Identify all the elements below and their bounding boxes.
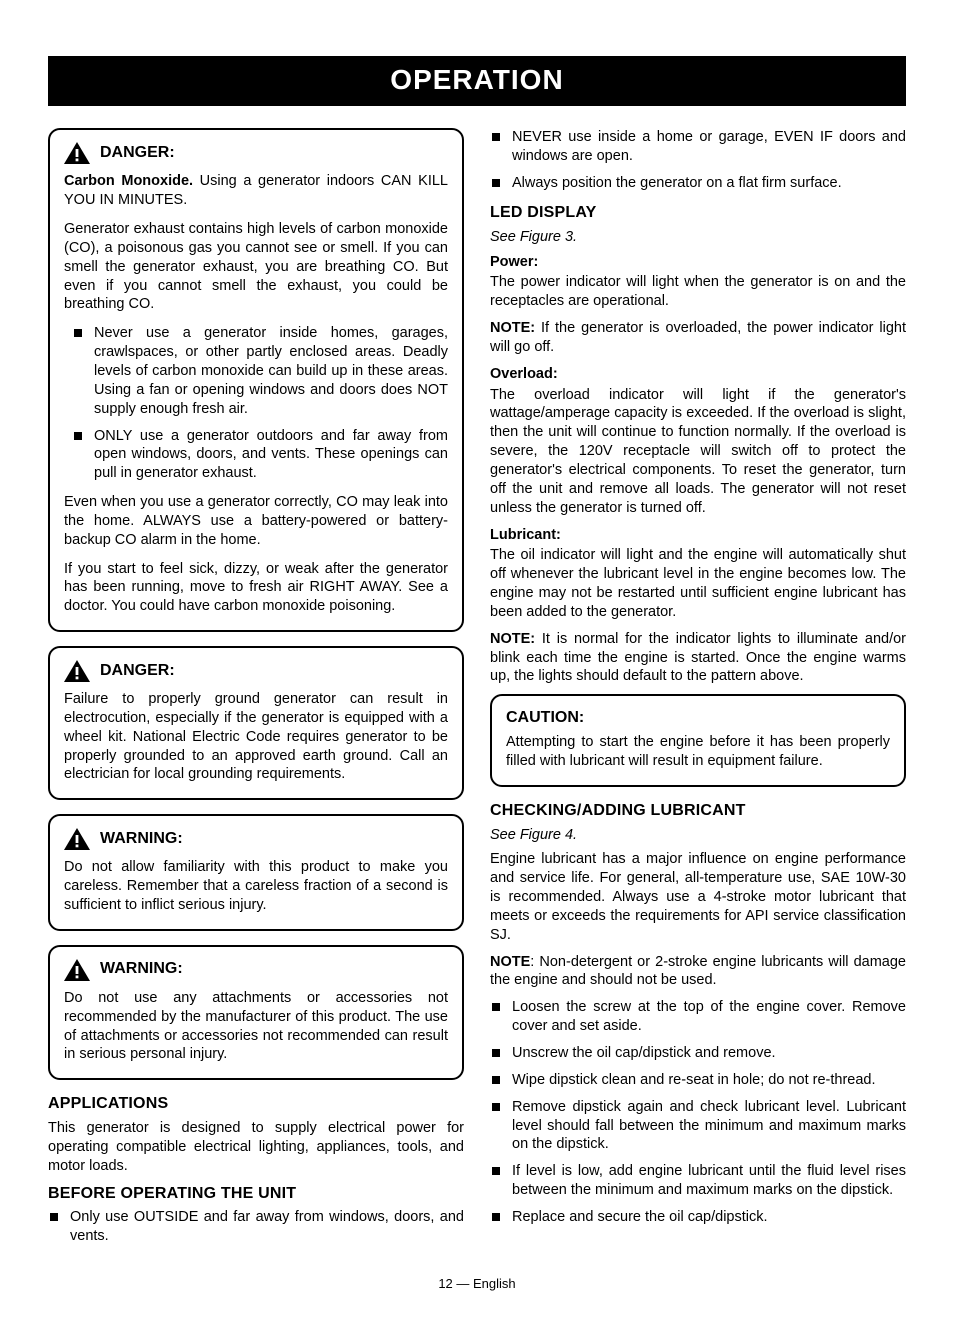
danger-co-intro: Carbon Monoxide. Using a generator indoo… <box>64 172 448 210</box>
danger-co-bullets: Never use a generator inside homes, gara… <box>64 324 448 483</box>
led-fig-ref: See Figure 3. <box>490 228 906 247</box>
warning1-title: WARNING: <box>100 829 183 850</box>
left-column: DANGER: Carbon Monoxide. Using a generat… <box>48 128 464 1256</box>
two-column-layout: DANGER: Carbon Monoxide. Using a generat… <box>48 128 906 1256</box>
danger-box-co: DANGER: Carbon Monoxide. Using a generat… <box>48 128 464 632</box>
applications-heading: APPLICATIONS <box>48 1094 464 1115</box>
checking-p1: Engine lubricant has a major influence o… <box>490 850 906 944</box>
warning2-title: WARNING: <box>100 959 183 980</box>
lubricant-p: The oil indicator will light and the eng… <box>490 546 906 621</box>
lubricant-label: Lubricant: <box>490 526 906 545</box>
overload-p: The overload indicator will light if the… <box>490 386 906 518</box>
applications-p1: This generator is designed to supply ele… <box>48 1119 464 1176</box>
danger-co-p3: If you start to feel sick, dizzy, or wea… <box>64 560 448 617</box>
alert-triangle-icon <box>64 660 90 682</box>
list-item: Replace and secure the oil cap/dipstick. <box>490 1208 906 1227</box>
list-item: NEVER use inside a home or garage, EVEN … <box>490 128 906 166</box>
caution-p1: Attempting to start the engine before it… <box>506 733 890 771</box>
warning2-p1: Do not use any attachments or accessorie… <box>64 989 448 1064</box>
list-item: Wipe dipstick clean and re-seat in hole;… <box>490 1071 906 1090</box>
right-column: NEVER use inside a home or garage, EVEN … <box>490 128 906 1256</box>
alert-triangle-icon <box>64 959 90 981</box>
list-item: Never use a generator inside homes, gara… <box>64 324 448 418</box>
checking-bullets: Loosen the screw at the top of the engin… <box>490 998 906 1226</box>
caution-title: CAUTION: <box>506 708 584 729</box>
before-bullets-cont: NEVER use inside a home or garage, EVEN … <box>490 128 906 193</box>
checking-note: NOTE: Non-detergent or 2-stroke engine l… <box>490 953 906 991</box>
caution-box: CAUTION: Attempting to start the engine … <box>490 694 906 786</box>
power-p: The power indicator will light when the … <box>490 273 906 311</box>
alert-triangle-icon <box>64 142 90 164</box>
danger-co-title: DANGER: <box>100 143 175 164</box>
led-note2: NOTE: It is normal for the indicator lig… <box>490 630 906 687</box>
page-banner: OPERATION <box>48 56 906 106</box>
before-bullets: Only use OUTSIDE and far away from windo… <box>48 1208 464 1246</box>
danger-co-p2: Even when you use a generator correctly,… <box>64 493 448 550</box>
danger-ground-title: DANGER: <box>100 661 175 682</box>
page-footer: 12 — English <box>48 1276 906 1293</box>
led-heading: LED DISPLAY <box>490 203 906 224</box>
list-item: Loosen the screw at the top of the engin… <box>490 998 906 1036</box>
warning-box-attachments: WARNING: Do not use any attachments or a… <box>48 945 464 1080</box>
danger-co-p1: Generator exhaust contains high levels o… <box>64 220 448 314</box>
warning1-p1: Do not allow familiarity with this produ… <box>64 858 448 915</box>
list-item: ONLY use a generator outdoors and far aw… <box>64 427 448 484</box>
alert-triangle-icon <box>64 828 90 850</box>
list-item: Always position the generator on a flat … <box>490 174 906 193</box>
warning-box-familiarity: WARNING: Do not allow familiarity with t… <box>48 814 464 931</box>
before-heading: BEFORE OPERATING THE UNIT <box>48 1184 464 1205</box>
list-item: Unscrew the oil cap/dipstick and remove. <box>490 1044 906 1063</box>
checking-heading: CHECKING/ADDING LUBRICANT <box>490 801 906 822</box>
overload-label: Overload: <box>490 365 906 384</box>
list-item: Only use OUTSIDE and far away from windo… <box>48 1208 464 1246</box>
danger-box-ground: DANGER: Failure to properly ground gener… <box>48 646 464 800</box>
list-item: Remove dipstick again and check lubrican… <box>490 1098 906 1155</box>
power-note: NOTE: If the generator is overloaded, th… <box>490 319 906 357</box>
list-item: If level is low, add engine lubricant un… <box>490 1162 906 1200</box>
checking-fig-ref: See Figure 4. <box>490 826 906 845</box>
power-label: Power: <box>490 253 906 272</box>
danger-ground-p1: Failure to properly ground generator can… <box>64 690 448 784</box>
